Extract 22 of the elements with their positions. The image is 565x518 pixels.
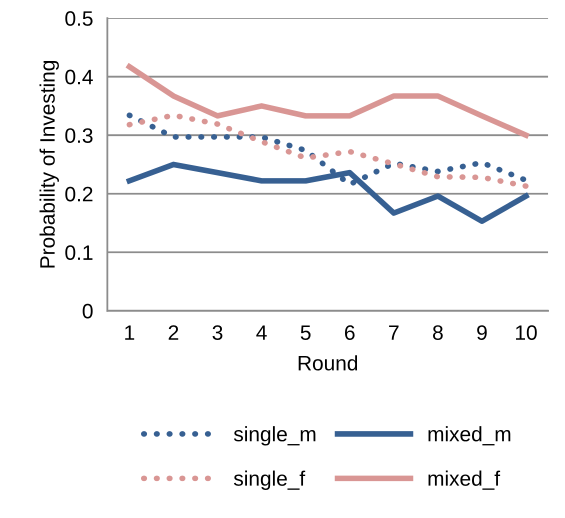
y-axis-title: Probability of Investing (40, 61, 59, 268)
x-tick-label: 10 (516, 325, 537, 340)
y-tick-label: 0.1 (65, 245, 92, 260)
legend-label: mixed_m (428, 426, 510, 446)
x-tick-label: 6 (345, 325, 355, 340)
x-tick-label: 1 (125, 325, 134, 340)
x-tick-label: 7 (389, 325, 399, 340)
x-tick-label: 2 (168, 325, 178, 340)
x-tick-label: 8 (432, 325, 443, 340)
legend-label: single_f (234, 470, 306, 490)
y-tick-label: 0.3 (65, 128, 93, 143)
x-tick-label: 3 (212, 325, 222, 340)
y-tick-label: 0 (82, 304, 93, 319)
x-tick-label: 4 (256, 325, 267, 340)
x-axis-title: Round (298, 355, 358, 371)
y-tick-label: 0.2 (65, 186, 92, 202)
y-tick-label: 0.4 (65, 70, 93, 84)
x-tick-label: 9 (477, 325, 487, 340)
x-tick-label: 5 (300, 325, 311, 340)
legend-label: single_m (234, 426, 316, 446)
y-tick-label: 0.5 (65, 11, 93, 26)
legend-label: mixed_f (428, 470, 500, 490)
